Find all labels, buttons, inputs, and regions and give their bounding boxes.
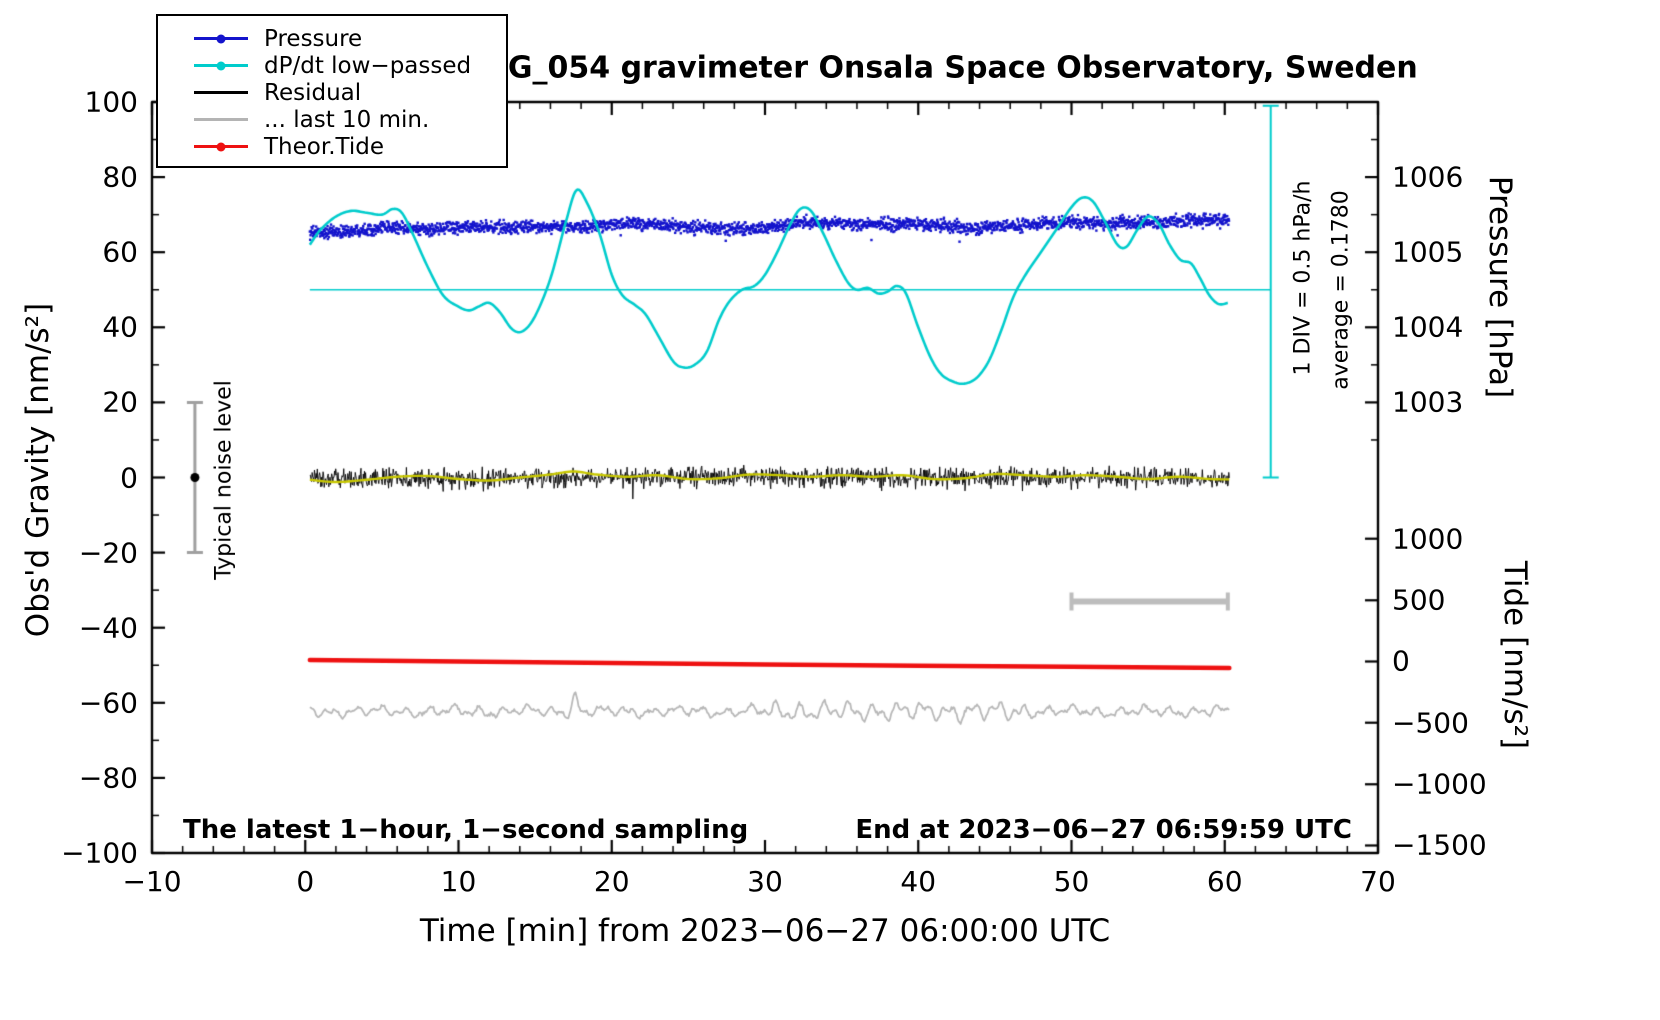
legend-label: dP/dt low−passed <box>264 52 472 79</box>
legend-item: Theor.Tide <box>158 133 506 160</box>
x-tick-label: 60 <box>1206 865 1243 898</box>
gravity-tick-label: 100 <box>84 85 138 119</box>
legend-item: dP/dt low−passed <box>158 52 506 79</box>
sampling-note: The latest 1−hour, 1−second sampling <box>183 815 749 845</box>
tide-tick-label: 500 <box>1392 583 1446 617</box>
tide-tick-label: −1500 <box>1392 828 1487 862</box>
y-axis-label-tide: Tide [nm/s²] <box>1497 560 1533 750</box>
gravity-tick-label: −80 <box>78 761 138 795</box>
tide-tick-label: −500 <box>1392 706 1469 740</box>
legend-swatch-line <box>194 91 248 94</box>
legend-label: Pressure <box>264 25 363 52</box>
y-axis-label-gravity: Obs'd Gravity [nm/s²] <box>20 302 56 638</box>
legend-swatch-line <box>194 142 248 151</box>
legend-label: Residual <box>264 79 362 106</box>
gravity-tick-label: 20 <box>102 385 138 419</box>
tide-tick-label: 0 <box>1392 644 1410 678</box>
legend-item: ... last 10 min. <box>158 106 506 133</box>
chart-title: SCG_054 gravimeter Onsala Space Observat… <box>464 50 1418 86</box>
x-tick-label: 10 <box>440 865 477 898</box>
x-axis-label: Time [min] from 2023−06−27 06:00:00 UTC <box>419 913 1111 949</box>
noise-level-annotation: Typical noise level <box>211 380 237 580</box>
pressure-tick-label: 1003 <box>1392 385 1464 419</box>
legend-item: Residual <box>158 79 506 106</box>
tide-tick-label: −1000 <box>1392 767 1487 801</box>
x-tick-label: 20 <box>593 865 630 898</box>
legend-swatch-line <box>194 34 248 43</box>
legend-label: Theor.Tide <box>264 133 384 160</box>
gravity-tick-label: 40 <box>102 310 138 344</box>
tide-tick-label: 1000 <box>1392 522 1464 556</box>
gravity-tick-label: −20 <box>78 536 138 570</box>
y-axis-label-pressure: Pressure [hPa] <box>1482 175 1518 399</box>
legend-swatch-line <box>194 118 248 121</box>
x-tick-label: 40 <box>900 865 937 898</box>
x-tick-label: 70 <box>1360 865 1396 898</box>
legend-swatch-line <box>194 61 248 70</box>
gravity-tick-label: 0 <box>120 461 138 494</box>
average-annotation: average = 0.1780 <box>1328 190 1354 390</box>
legend-marker-dot-icon <box>216 34 226 43</box>
x-tick-label: −10 <box>122 865 182 898</box>
legend-label: ... last 10 min. <box>264 106 430 133</box>
gravity-tick-label: −60 <box>78 686 138 720</box>
gravity-tick-label: −40 <box>78 611 138 645</box>
gravity-tick-label: 60 <box>102 235 138 269</box>
legend-box: Pressure dP/dt low−passed Residual... last… <box>156 14 508 168</box>
x-tick-label: 50 <box>1053 865 1090 898</box>
end-time-note: End at 2023−06−27 06:59:59 UTC <box>855 815 1352 845</box>
legend-item: Pressure <box>158 25 506 52</box>
x-tick-label: 0 <box>296 865 315 898</box>
gravity-tick-label: 80 <box>102 160 138 194</box>
x-tick-label: 30 <box>747 865 783 898</box>
pressure-tick-label: 1004 <box>1392 310 1464 344</box>
gravity-tick-label: −100 <box>61 836 138 870</box>
pressure-tick-label: 1005 <box>1392 235 1464 269</box>
div-scale-annotation: 1 DIV = 0.5 hPa/h <box>1290 180 1316 376</box>
legend-marker-dot-icon <box>216 142 226 151</box>
pressure-tick-label: 1006 <box>1392 160 1464 194</box>
legend-marker-dot-icon <box>216 61 226 70</box>
